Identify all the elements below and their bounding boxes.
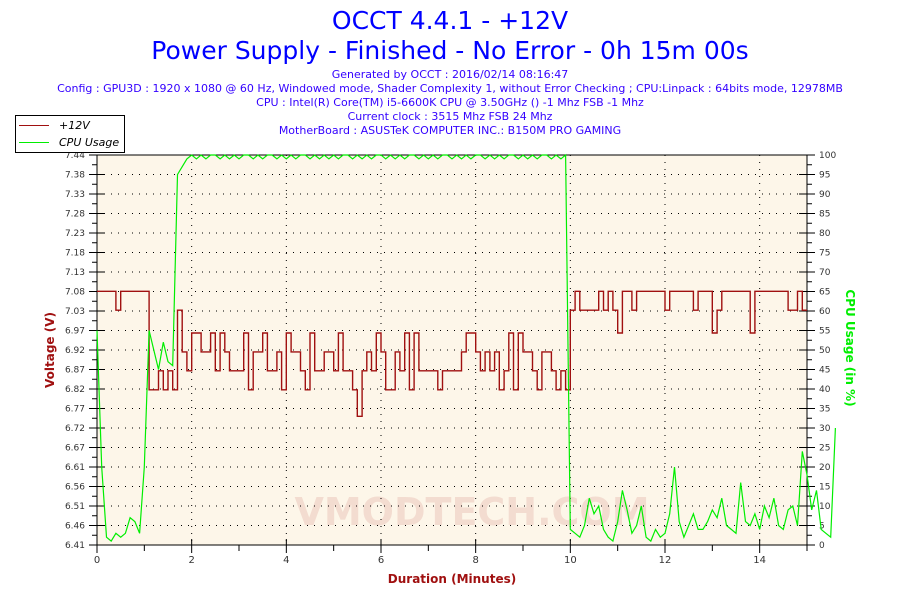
x-tick-label: 4	[283, 555, 289, 566]
y2-axis-label: CPU Usage (in %)	[843, 289, 857, 406]
y-tick-label: 7.33	[65, 190, 85, 200]
generated-info: Generated by OCCT : 2016/02/14 08:16:47	[331, 68, 569, 81]
y-tick-label: 7.13	[65, 268, 85, 278]
clock-info: Current clock : 3515 Mhz FSB 24 Mhz	[347, 110, 553, 123]
y-tick-label: 6.92	[65, 346, 85, 356]
y-tick-label: 7.18	[65, 249, 85, 259]
y2-tick-label: 95	[819, 171, 830, 181]
y2-tick-label: 80	[819, 229, 831, 239]
y-tick-label: 6.56	[65, 483, 85, 493]
y-tick-label: 6.67	[65, 444, 85, 454]
cpu-info: CPU : Intel(R) Core(TM) i5-6600K CPU @ 3…	[256, 96, 644, 109]
motherboard-info: MotherBoard : ASUSTeK COMPUTER INC.: B15…	[278, 124, 622, 137]
x-tick-label: 6	[378, 555, 384, 566]
y2-tick-label: 20	[819, 463, 831, 473]
y2-tick-label: 30	[819, 424, 831, 434]
legend-item-12v: +12V	[16, 117, 90, 133]
y2-tick-label: 100	[819, 151, 836, 161]
legend-swatch-12v	[19, 124, 49, 126]
y-tick-label: 6.41	[65, 541, 85, 551]
plot-background	[96, 154, 808, 546]
y-tick-label: 7.08	[65, 288, 85, 298]
y2-tick-label: 40	[819, 385, 831, 395]
legend: +12V CPU Usage	[15, 115, 125, 153]
y-tick-label: 6.77	[65, 405, 85, 415]
y2-tick-label: 35	[819, 405, 830, 415]
series-12v-line	[97, 290, 807, 417]
y-tick-label: 6.82	[65, 385, 85, 395]
y2-tick-label: 25	[819, 444, 830, 454]
y2-tick-label: 75	[819, 249, 830, 259]
chart-subtitle: Power Supply - Finished - No Error - 0h …	[151, 36, 749, 65]
y-tick-label: 6.87	[65, 366, 85, 376]
y-tick-label: 7.23	[65, 229, 85, 239]
y-tick-label: 6.61	[65, 463, 85, 473]
y-axis-label: Voltage (V)	[43, 312, 57, 388]
x-tick-label: 12	[659, 555, 672, 566]
y2-tick-label: 65	[819, 288, 830, 298]
y-tick-label: 6.46	[65, 522, 85, 532]
y2-tick-label: 90	[819, 190, 831, 200]
y2-tick-label: 55	[819, 327, 830, 337]
watermark: VMODTECH.COM	[294, 490, 649, 534]
y2-tick-label: 10	[819, 502, 831, 512]
legend-swatch-cpu	[19, 141, 49, 143]
x-tick-label: 8	[472, 555, 478, 566]
y2-tick-label: 15	[819, 483, 830, 493]
y2-tick-label: 60	[819, 307, 831, 317]
x-axis-label: Duration (Minutes)	[388, 572, 516, 586]
x-tick-label: 2	[188, 555, 194, 566]
y2-tick-label: 85	[819, 210, 830, 220]
y-tick-label: 6.72	[65, 424, 85, 434]
y-tick-label: 7.44	[65, 151, 85, 161]
legend-label-12v: +12V	[59, 118, 90, 132]
x-tick-label: 0	[94, 555, 100, 566]
series-cpu-usage-line	[96, 153, 836, 543]
y-tick-label: 7.38	[65, 171, 85, 181]
legend-item-cpu: CPU Usage	[16, 134, 119, 150]
y2-tick-label: 5	[819, 522, 825, 532]
legend-label-cpu: CPU Usage	[59, 135, 120, 149]
y-tick-label: 7.03	[65, 307, 85, 317]
chart-title: OCCT 4.4.1 - +12V	[331, 6, 569, 35]
config-info: Config : GPU3D : 1920 x 1080 @ 60 Hz, Wi…	[57, 82, 843, 95]
y2-tick-label: 50	[819, 346, 831, 356]
y2-tick-label: 70	[819, 268, 831, 278]
y-tick-label: 7.28	[65, 210, 85, 220]
y-tick-label: 6.51	[65, 502, 85, 512]
y2-tick-label: 0	[819, 541, 825, 551]
y2-tick-label: 45	[819, 366, 830, 376]
y-tick-label: 6.97	[65, 327, 85, 337]
x-tick-label: 14	[753, 555, 766, 566]
x-tick-label: 10	[564, 555, 577, 566]
